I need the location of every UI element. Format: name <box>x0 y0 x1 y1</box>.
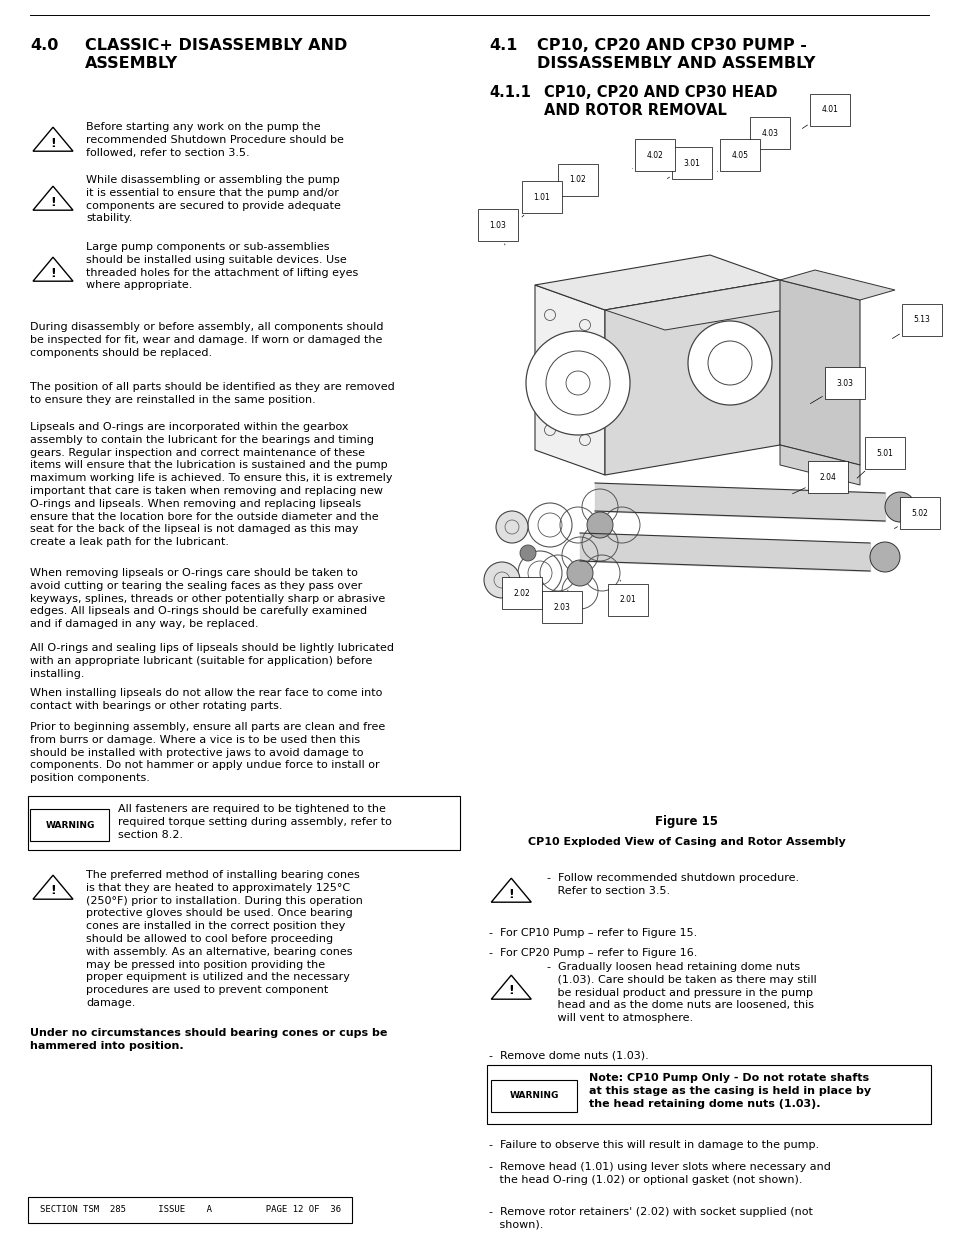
Text: -  Remove dome nuts (1.03).: - Remove dome nuts (1.03). <box>489 1050 648 1060</box>
Text: !: ! <box>51 267 56 279</box>
Text: When installing lipseals do not allow the rear face to come into
contact with be: When installing lipseals do not allow th… <box>30 688 382 711</box>
Polygon shape <box>780 280 859 466</box>
Text: -  Remove rotor retainers' (2.02) with socket supplied (not
   shown).: - Remove rotor retainers' (2.02) with so… <box>489 1207 812 1230</box>
Circle shape <box>566 559 593 585</box>
Circle shape <box>884 492 914 522</box>
Text: 5.01: 5.01 <box>856 448 893 478</box>
Text: Note: CP10 Pump Only - Do not rotate shafts
at this stage as the casing is held : Note: CP10 Pump Only - Do not rotate sha… <box>589 1073 870 1109</box>
Text: 2.01: 2.01 <box>619 580 636 604</box>
Text: When removing lipseals or O-rings care should be taken to
avoid cutting or teari: When removing lipseals or O-rings care s… <box>30 568 385 629</box>
Text: WARNING: WARNING <box>45 820 94 830</box>
Text: -  Gradually loosen head retaining dome nuts
   (1.03). Care should be taken as : - Gradually loosen head retaining dome n… <box>547 962 816 1024</box>
Text: 4.01: 4.01 <box>801 105 838 128</box>
Text: Figure 15: Figure 15 <box>655 815 718 827</box>
Circle shape <box>525 331 629 435</box>
Text: WARNING: WARNING <box>509 1092 558 1100</box>
Text: 4.1: 4.1 <box>489 38 517 53</box>
Text: !: ! <box>51 884 56 898</box>
Text: Prior to beginning assembly, ensure all parts are clean and free
from burrs or d: Prior to beginning assembly, ensure all … <box>30 722 385 783</box>
Text: 2.03: 2.03 <box>553 590 570 611</box>
Polygon shape <box>604 280 780 475</box>
Text: CLASSIC+ DISASSEMBLY AND
ASSEMBLY: CLASSIC+ DISASSEMBLY AND ASSEMBLY <box>85 38 347 70</box>
Text: 3.01: 3.01 <box>667 158 700 179</box>
Text: -  Failure to observe this will result in damage to the pump.: - Failure to observe this will result in… <box>489 1140 819 1150</box>
Circle shape <box>496 511 527 543</box>
Text: -  For CP10 Pump – refer to Figure 15.: - For CP10 Pump – refer to Figure 15. <box>489 927 697 939</box>
Text: 5.13: 5.13 <box>891 315 929 338</box>
Text: !: ! <box>508 888 514 900</box>
Text: -  Follow recommended shutdown procedure.
   Refer to section 3.5.: - Follow recommended shutdown procedure.… <box>547 873 799 895</box>
Text: 2.04: 2.04 <box>792 473 836 494</box>
Text: 4.03: 4.03 <box>743 128 778 152</box>
Text: -  For CP20 Pump – refer to Figure 16.: - For CP20 Pump – refer to Figure 16. <box>489 948 697 958</box>
Text: The position of all parts should be identified as they are removed
to ensure the: The position of all parts should be iden… <box>30 382 395 405</box>
Text: 4.1.1: 4.1.1 <box>489 85 531 100</box>
Text: SECTION TSM  285      ISSUE    A          PAGE 12 OF  36: SECTION TSM 285 ISSUE A PAGE 12 OF 36 <box>40 1204 340 1214</box>
Circle shape <box>687 321 771 405</box>
Text: 3.03: 3.03 <box>809 378 853 404</box>
Text: All fasteners are required to be tightened to the
required torque setting during: All fasteners are required to be tighten… <box>118 804 392 840</box>
Text: Under no circumstances should bearing cones or cups be
hammered into position.: Under no circumstances should bearing co… <box>30 1028 387 1051</box>
Text: !: ! <box>51 137 56 149</box>
Text: During disassembly or before assembly, all components should
be inspected for fi: During disassembly or before assembly, a… <box>30 322 383 358</box>
Text: !: ! <box>51 195 56 209</box>
Text: All O-rings and sealing lips of lipseals should be lightly lubricated
with an ap: All O-rings and sealing lips of lipseals… <box>30 643 394 678</box>
Text: Before starting any work on the pump the
recommended Shutdown Procedure should b: Before starting any work on the pump the… <box>86 122 343 158</box>
Text: 1.01: 1.01 <box>521 193 550 217</box>
Text: 4.05: 4.05 <box>717 151 748 172</box>
Text: Lipseals and O-rings are incorporated within the gearbox
assembly to contain the: Lipseals and O-rings are incorporated wi… <box>30 422 392 547</box>
Polygon shape <box>535 254 780 310</box>
Polygon shape <box>604 280 844 330</box>
Circle shape <box>586 513 613 538</box>
Text: Large pump components or sub-assemblies
should be installed using suitable devic: Large pump components or sub-assemblies … <box>86 242 358 290</box>
Text: CP10 Exploded View of Casing and Rotor Assembly: CP10 Exploded View of Casing and Rotor A… <box>527 837 844 847</box>
Text: !: ! <box>508 984 514 998</box>
Text: CP10, CP20 AND CP30 PUMP -
DISSASSEMBLY AND ASSEMBLY: CP10, CP20 AND CP30 PUMP - DISSASSEMBLY … <box>537 38 815 70</box>
Text: 1.02: 1.02 <box>559 175 586 198</box>
Text: -  Remove head (1.01) using lever slots where necessary and
   the head O-ring (: - Remove head (1.01) using lever slots w… <box>489 1162 830 1184</box>
Polygon shape <box>780 445 859 485</box>
Polygon shape <box>780 270 894 300</box>
Text: While disassembling or assembling the pump
it is essential to ensure that the pu: While disassembling or assembling the pu… <box>86 175 340 224</box>
Text: 4.02: 4.02 <box>632 151 662 168</box>
Circle shape <box>483 562 519 598</box>
Text: The preferred method of installing bearing cones
is that they are heated to appr: The preferred method of installing beari… <box>86 869 362 1008</box>
Text: 2.02: 2.02 <box>513 582 536 598</box>
Circle shape <box>869 542 899 572</box>
Circle shape <box>519 545 536 561</box>
Text: CP10, CP20 AND CP30 HEAD
AND ROTOR REMOVAL: CP10, CP20 AND CP30 HEAD AND ROTOR REMOV… <box>544 85 777 119</box>
Text: 1.03: 1.03 <box>489 221 506 245</box>
Text: 4.0: 4.0 <box>30 38 58 53</box>
Text: 5.02: 5.02 <box>893 509 927 529</box>
Polygon shape <box>535 285 604 475</box>
